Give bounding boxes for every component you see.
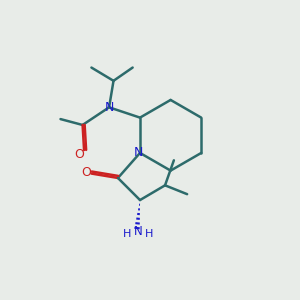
Text: N: N (134, 225, 143, 238)
Text: H: H (145, 229, 154, 239)
Text: O: O (81, 166, 91, 178)
Text: H: H (123, 229, 131, 239)
Text: N: N (104, 101, 114, 114)
Text: O: O (74, 148, 84, 161)
Text: N: N (134, 146, 143, 159)
